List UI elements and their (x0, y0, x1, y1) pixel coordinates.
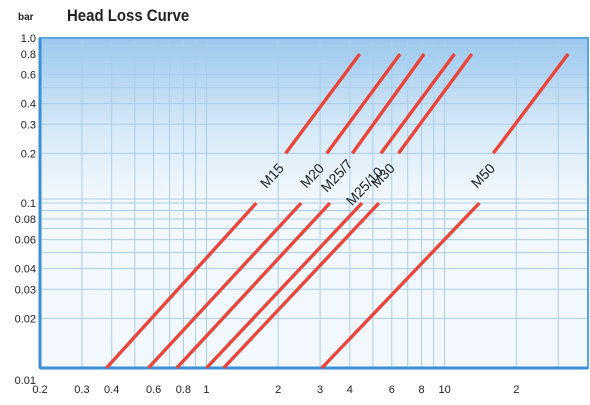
y-tick-label: 1.0 (21, 33, 36, 45)
series-line-m50 (320, 201, 481, 370)
x-tick-label: 8 (418, 384, 424, 396)
y-tick-label: 0.4 (21, 99, 36, 111)
series-line-upper-m25-7 (351, 52, 426, 155)
x-tick-label: 0.3 (74, 384, 89, 396)
y-tick-label: 0.03 (15, 284, 36, 296)
series-line-m25-7 (175, 201, 332, 370)
y-tick-label: 0.3 (21, 119, 36, 131)
series-line-upper-m30 (397, 52, 474, 155)
series-line-m20 (147, 201, 303, 370)
y-tick-label: 0.01 (15, 375, 36, 387)
y-tick-label: 0.02 (15, 313, 36, 325)
x-tick-label: 2 (513, 384, 519, 396)
x-tick-label: 0.6 (146, 384, 161, 396)
plot-background-gradient (40, 38, 588, 203)
x-tick-label: 0.4 (104, 384, 119, 396)
x-tick-label: 0.8 (176, 384, 191, 396)
y-tick-label: 0.04 (15, 264, 36, 276)
y-tick-label: 0.2 (21, 148, 36, 160)
x-tick-label: 0.2 (32, 384, 47, 396)
series-line-m30 (222, 201, 381, 370)
x-tick-label: 1 (203, 384, 209, 396)
x-tick-label: 6 (389, 384, 395, 396)
y-unit-label: bar (18, 12, 34, 23)
x-tick-label: 2 (275, 384, 281, 396)
chart-title: Head Loss Curve (67, 6, 190, 25)
series-line-upper-m15 (284, 52, 362, 155)
y-tick-label: 0.08 (15, 214, 36, 226)
series-line-upper-m20 (325, 52, 402, 155)
series-line-m15 (105, 201, 258, 370)
y-tick-label: 0.1 (21, 198, 36, 210)
x-tick-label: 3 (317, 384, 323, 396)
y-tick-label: 0.06 (15, 235, 36, 247)
series-line-upper-m50 (491, 52, 570, 155)
y-tick-label: 0.8 (21, 49, 36, 61)
y-tick-label: 0.6 (21, 70, 36, 82)
series-line-upper-m25-10 (379, 52, 456, 155)
x-tick-label: 4 (347, 384, 353, 396)
series-line-m25-10 (205, 201, 364, 370)
x-tick-label: 10 (438, 384, 450, 396)
